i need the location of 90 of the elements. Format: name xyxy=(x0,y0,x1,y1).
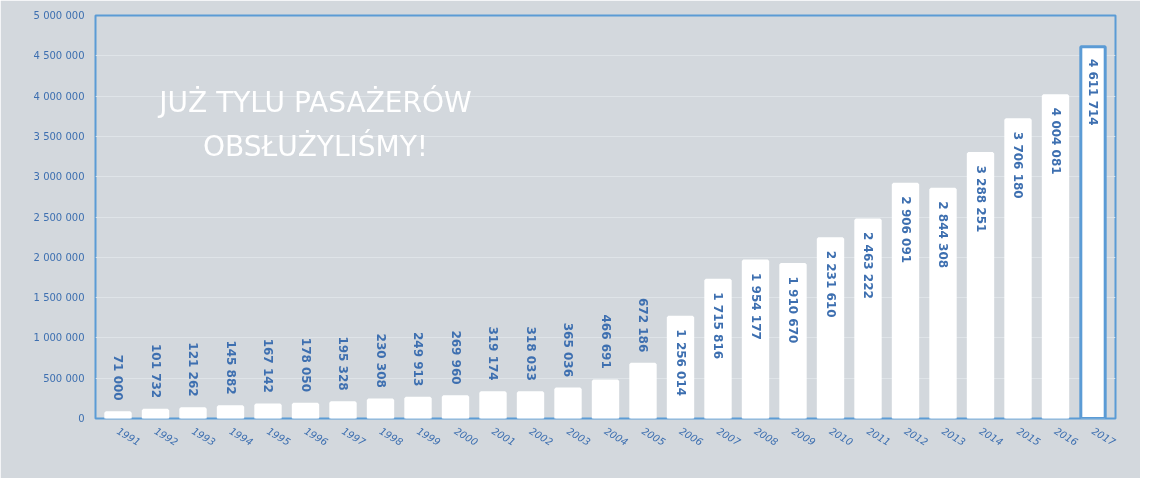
y-tick-label: 0 xyxy=(78,413,85,424)
bar xyxy=(704,278,732,419)
data-label: 466 691 xyxy=(598,314,613,369)
data-label: 4 004 081 xyxy=(1048,107,1063,175)
data-label: 3 288 251 xyxy=(973,165,988,233)
bar xyxy=(516,391,545,419)
x-tick-label: 1991 xyxy=(114,425,143,448)
x-tick-label: 2002 xyxy=(527,425,555,448)
bar xyxy=(216,405,245,419)
data-label: 269 960 xyxy=(448,330,463,385)
x-tick-label: 1996 xyxy=(302,425,330,448)
y-tick-label: 3 000 000 xyxy=(33,171,85,183)
data-label: 2 906 091 xyxy=(898,196,913,264)
x-tick-label: 2017 xyxy=(1089,425,1118,449)
x-tick-label: 1993 xyxy=(189,425,218,448)
bar xyxy=(104,411,132,419)
x-tick-label: 1995 xyxy=(264,425,293,448)
data-label: 672 186 xyxy=(636,297,650,353)
y-tick-label: 1 000 000 xyxy=(33,332,85,344)
data-label: 195 328 xyxy=(336,336,350,391)
data-label: 230 308 xyxy=(373,333,388,388)
bar xyxy=(179,407,207,419)
x-tick-label: 2011 xyxy=(864,425,893,448)
x-tick-label: 2013 xyxy=(939,425,968,448)
bar xyxy=(366,398,395,419)
bar xyxy=(1004,118,1032,419)
bar xyxy=(591,379,620,419)
data-label: 101 732 xyxy=(148,343,163,399)
x-tick-label: 2000 xyxy=(452,425,480,448)
y-tick-label: 2 500 000 xyxy=(33,211,85,223)
data-label: 145 882 xyxy=(223,340,238,395)
bar xyxy=(629,362,657,419)
x-tick-label: 2007 xyxy=(714,425,743,449)
data-label: 178 050 xyxy=(298,337,313,393)
data-label: 365 036 xyxy=(561,322,575,377)
data-label: 2 231 610 xyxy=(823,250,838,318)
data-label: 3 706 180 xyxy=(1011,131,1025,199)
bar xyxy=(329,401,357,419)
y-tick-label: 500 000 xyxy=(43,372,85,384)
x-tick-label: 2009 xyxy=(789,425,818,448)
y-tick-label: 4 500 000 xyxy=(33,50,85,62)
x-tick-label: 2015 xyxy=(1014,425,1043,448)
x-tick-label: 2004 xyxy=(602,425,630,448)
data-label: 319 174 xyxy=(486,326,500,381)
x-tick-label: 2005 xyxy=(639,425,668,448)
bar xyxy=(779,263,807,419)
bar xyxy=(479,391,507,419)
bar xyxy=(854,218,882,419)
bar xyxy=(929,187,957,419)
bar xyxy=(254,403,282,419)
x-tick-label: 2003 xyxy=(564,425,593,448)
bar xyxy=(291,402,320,419)
y-tick-label: 3 500 000 xyxy=(33,130,85,142)
data-label: 4 611 714 xyxy=(1086,58,1100,126)
x-tick-label: 1999 xyxy=(414,425,443,448)
data-label: 71 000 xyxy=(111,354,125,401)
data-label: 2 463 222 xyxy=(861,232,875,299)
y-tick-label: 5 000 000 xyxy=(33,10,85,21)
bar xyxy=(141,408,170,419)
x-tick-label: 1992 xyxy=(152,425,180,448)
data-label: 121 262 xyxy=(186,342,200,397)
x-tick-label: 1997 xyxy=(339,425,368,449)
bar xyxy=(1041,94,1070,419)
data-label: 1 715 816 xyxy=(711,292,725,360)
data-label: 2 844 308 xyxy=(936,201,950,269)
x-tick-label: 2001 xyxy=(489,425,518,448)
x-tick-label: 2012 xyxy=(902,425,930,448)
data-label: 249 913 xyxy=(411,331,425,387)
y-tick-label: 4 000 000 xyxy=(33,90,85,102)
x-tick-label: 2010 xyxy=(827,425,855,448)
x-tick-label: 2006 xyxy=(677,425,705,448)
data-label: 1 954 177 xyxy=(748,273,763,340)
bar xyxy=(891,182,920,419)
data-label: 1 910 670 xyxy=(786,276,800,344)
y-tick-label: 2 000 000 xyxy=(33,251,85,263)
data-label: 318 033 xyxy=(523,326,538,381)
bar xyxy=(441,395,470,419)
x-tick-label: 2016 xyxy=(1052,425,1080,448)
bar xyxy=(404,396,432,419)
x-tick-label: 1998 xyxy=(377,425,405,448)
bar xyxy=(741,259,770,419)
x-tick-label: 1994 xyxy=(227,425,255,448)
x-tick-label: 2014 xyxy=(977,425,1005,448)
y-tick-label: 1 500 000 xyxy=(33,292,85,304)
data-label: 167 142 xyxy=(261,338,275,393)
x-tick-label: 2008 xyxy=(752,425,780,448)
bar xyxy=(554,387,582,419)
bar xyxy=(966,151,995,419)
bar xyxy=(816,237,845,419)
data-label: 1 256 014 xyxy=(673,329,688,397)
